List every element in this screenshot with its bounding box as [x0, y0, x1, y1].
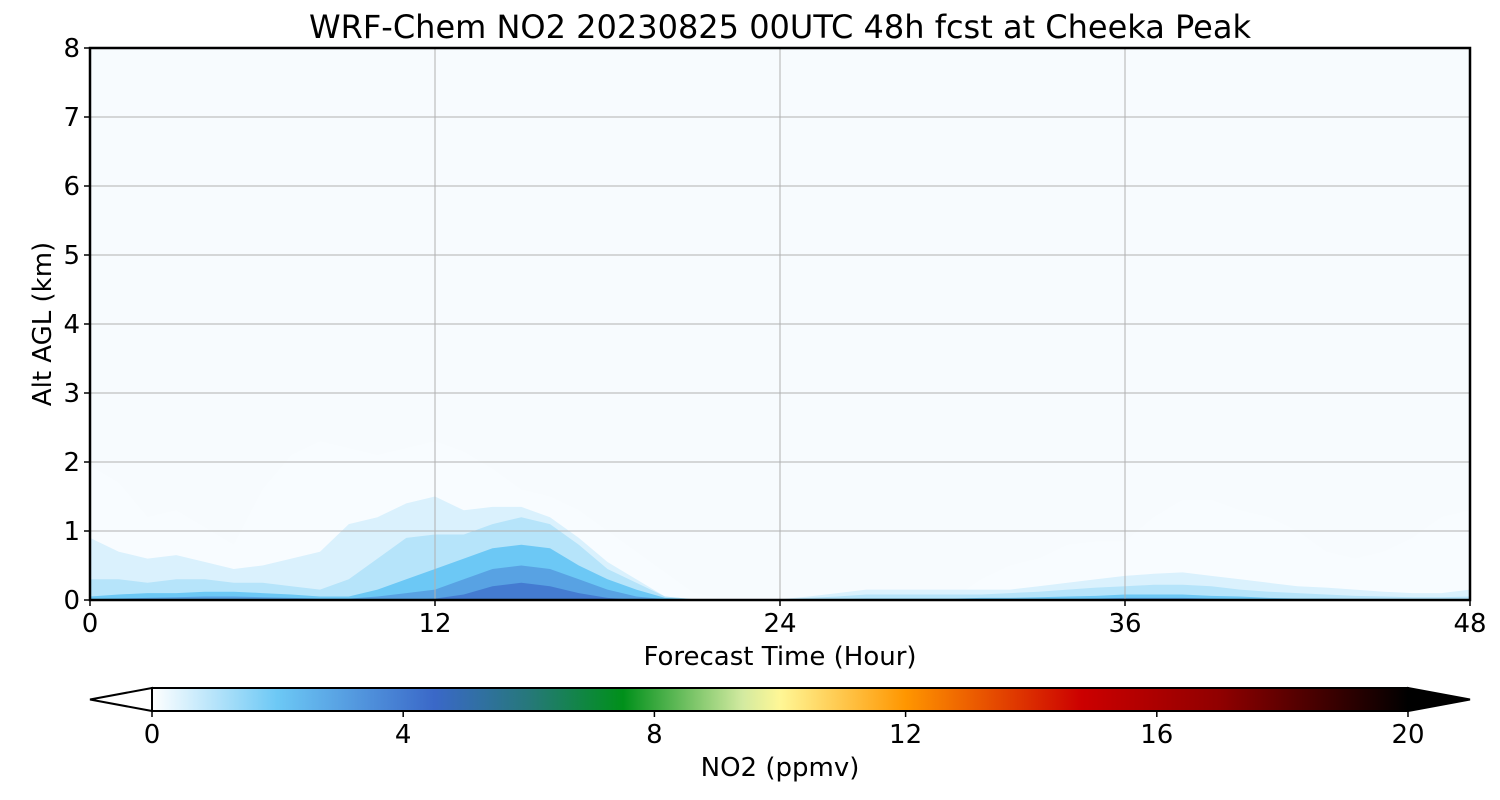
x-tick-label: 12 [418, 609, 451, 639]
colorbar-under-arrow [89, 686, 153, 713]
colorbar-tick-label: 8 [646, 720, 663, 750]
y-tick-label: 5 [63, 241, 80, 271]
y-tick-label: 2 [63, 448, 80, 478]
x-tick-label: 48 [1453, 609, 1486, 639]
colorbar-gradient [151, 687, 1409, 712]
x-tick-label: 24 [763, 609, 796, 639]
x-axis-label: Forecast Time (Hour) [643, 642, 916, 672]
y-tick-label: 1 [63, 517, 80, 547]
y-axis-ticks: 0 1 2 3 4 5 6 7 8 [63, 34, 90, 616]
colorbar: 0 4 8 12 16 20 NO2 (ppmv) [89, 686, 1471, 783]
x-tick-label: 36 [1108, 609, 1141, 639]
colorbar-tick-label: 16 [1140, 720, 1173, 750]
colorbar-tick-label: 20 [1391, 720, 1424, 750]
y-tick-label: 7 [63, 103, 80, 133]
x-axis-ticks: 0 12 24 36 48 [82, 600, 1487, 639]
y-tick-label: 8 [63, 34, 80, 64]
y-tick-label: 4 [63, 310, 80, 340]
colorbar-ticks: 0 4 8 12 16 20 [144, 711, 1425, 750]
colorbar-label: NO2 (ppmv) [701, 753, 860, 783]
y-tick-label: 3 [63, 379, 80, 409]
colorbar-tick-label: 12 [889, 720, 922, 750]
x-tick-label: 0 [82, 609, 99, 639]
y-tick-label: 6 [63, 172, 80, 202]
chart-title: WRF-Chem NO2 20230825 00UTC 48h fcst at … [309, 8, 1251, 46]
colorbar-over-arrow [1407, 686, 1471, 713]
y-tick-label: 0 [63, 586, 80, 616]
y-axis-label: Alt AGL (km) [28, 242, 58, 406]
colorbar-tick-label: 0 [144, 720, 161, 750]
colorbar-tick-label: 4 [395, 720, 412, 750]
